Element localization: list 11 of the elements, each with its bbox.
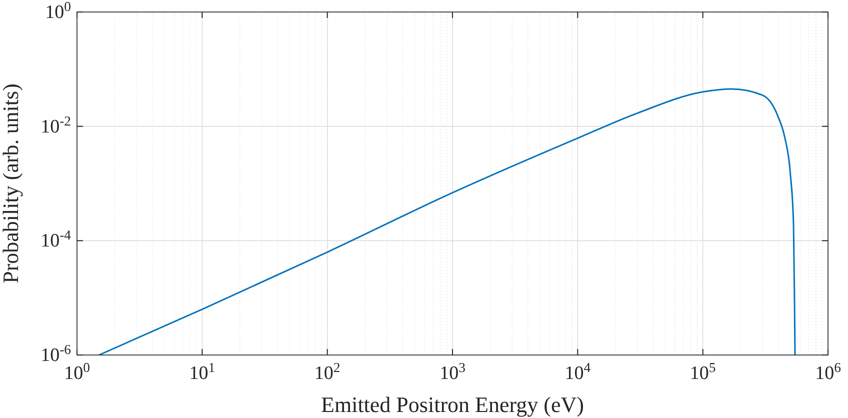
y-tick-label: 10$^{0}$ [45, 0, 72, 23]
y-axis-title: Probability (arb. units) [0, 84, 23, 284]
x-axis-title: Emitted Positron Energy (eV) [321, 392, 584, 417]
x-tick-label: 10$^{4}$ [564, 360, 591, 384]
x-tick-label: 10$^{6}$ [815, 360, 842, 384]
y-tick-label: 10$^{-4}$ [40, 227, 72, 252]
x-tick-label: 10$^{1}$ [189, 360, 216, 384]
x-tick-label: 10$^{2}$ [314, 360, 340, 384]
y-tick-label: 10$^{-2}$ [40, 112, 72, 138]
x-tick-label: 10$^{3}$ [440, 360, 466, 384]
x-tick-label: 10$^{5}$ [690, 360, 716, 384]
